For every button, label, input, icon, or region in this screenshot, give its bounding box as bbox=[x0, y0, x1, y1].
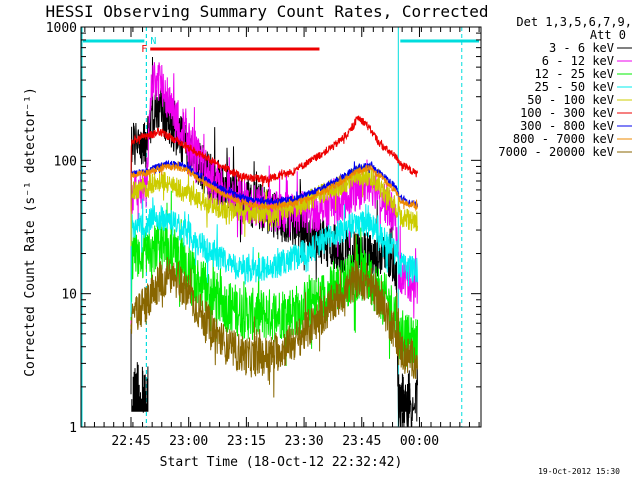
axes: 1 10 100 1000 22:45 23:00 23:15 23:30 23:45 00:00 bbox=[46, 21, 482, 449]
x-tick-label: 23:15 bbox=[227, 434, 266, 449]
plot-frame bbox=[80, 26, 482, 428]
footer-timestamp: 19-Oct-2012 15:30 bbox=[538, 467, 620, 476]
y-tick-label: 1 bbox=[69, 421, 77, 436]
y-tick-label: 100 bbox=[54, 154, 77, 169]
legend-entry-label-7: 300 - 800 keV bbox=[520, 119, 614, 133]
series-line-9 bbox=[130, 233, 418, 398]
legend-header-line-2: Att 0 bbox=[590, 28, 626, 42]
x-axis-label: Start Time (18-Oct-12 22:32:42) bbox=[160, 455, 403, 470]
x-tick-label: 22:45 bbox=[111, 434, 150, 449]
legend-entry-label-5: 50 - 100 keV bbox=[527, 93, 614, 107]
legend-entry-label-8: 800 - 7000 keV bbox=[513, 132, 614, 146]
flare-flag-label: F bbox=[141, 44, 147, 55]
night-flag-label: N bbox=[150, 36, 156, 47]
x-tick-label: 23:45 bbox=[342, 434, 381, 449]
legend-entry-label-1: 3 - 6 keV bbox=[549, 41, 614, 55]
y-tick-label: 10 bbox=[61, 288, 77, 303]
series-line-6 bbox=[130, 115, 418, 188]
legend-entry-label-9: 7000 - 20000 keV bbox=[498, 145, 614, 159]
y-axis-label: Corrected Count Rate (s⁻¹ detector⁻¹) bbox=[23, 87, 38, 377]
legend-entry-label-6: 100 - 300 keV bbox=[520, 106, 614, 120]
series-line-4 bbox=[130, 197, 418, 318]
plot-area: FN bbox=[81, 27, 479, 428]
legend-header-line-1: Det 1,3,5,6,7,9, bbox=[516, 15, 632, 29]
legend-entry-label-4: 25 - 50 keV bbox=[535, 80, 614, 94]
eclipse-noise-1 bbox=[131, 362, 149, 413]
chart-title: HESSI Observing Summary Count Rates, Cor… bbox=[45, 2, 488, 21]
y-tick-label: 1000 bbox=[46, 21, 77, 36]
x-tick-label: 23:00 bbox=[169, 434, 208, 449]
legend-entry-label-3: 12 - 25 keV bbox=[535, 67, 614, 81]
eclipse-noise-2 bbox=[398, 370, 411, 412]
x-tick-label: 23:30 bbox=[285, 434, 324, 449]
x-tick-label: 00:00 bbox=[400, 434, 439, 449]
series-line-8 bbox=[130, 161, 418, 212]
legend-entry-label-2: 6 - 12 keV bbox=[542, 54, 614, 68]
